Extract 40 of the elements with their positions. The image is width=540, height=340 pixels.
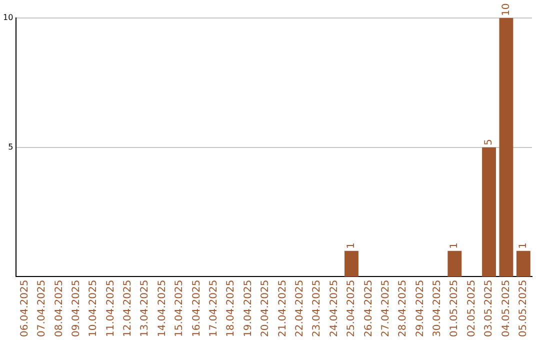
x-tick-label: 22.04.2025 — [294, 280, 306, 338]
x-tick-label: 07.04.2025 — [36, 280, 48, 338]
x-tick-label: 13.04.2025 — [140, 280, 151, 338]
x-tick-label: 06.04.2025 — [19, 280, 30, 338]
data-label: 5 — [484, 138, 495, 146]
data-label: 10 — [500, 3, 512, 16]
x-tick-label: 17.04.2025 — [208, 280, 220, 338]
data-label: 1 — [518, 242, 529, 249]
x-tick-label: 10.04.2025 — [88, 280, 100, 338]
x-tick-label: 15.04.2025 — [174, 280, 186, 338]
x-tick-label: 14.04.2025 — [156, 280, 168, 338]
x-tick-label: 09.04.2025 — [70, 280, 82, 338]
x-tick-label: 23.04.2025 — [312, 280, 323, 338]
x-tick-label: 24.04.2025 — [328, 280, 340, 338]
x-tick-label: 19.04.2025 — [242, 280, 254, 338]
bar — [499, 18, 514, 277]
data-label: 1 — [449, 242, 460, 249]
bar — [448, 250, 462, 277]
x-tick-label: 29.04.2025 — [414, 280, 426, 338]
bar — [344, 250, 358, 277]
x-tick-label: 25.04.2025 — [346, 280, 358, 338]
x-tick-label: 16.04.2025 — [191, 280, 202, 338]
x-tick-label: 26.04.2025 — [363, 280, 374, 338]
data-label: 1 — [346, 242, 358, 249]
x-tick-label: 30.04.2025 — [432, 280, 444, 338]
bar — [482, 147, 496, 277]
x-tick-label: 27.04.2025 — [380, 280, 392, 338]
x-tick-label: 28.04.2025 — [398, 280, 409, 338]
x-tick-label: 20.04.2025 — [260, 280, 272, 338]
x-tick-label: 03.05.2025 — [484, 280, 495, 338]
x-tick-label: 01.05.2025 — [449, 280, 460, 338]
x-tick-label: 08.04.2025 — [54, 280, 65, 338]
x-tick-label: 11.04.2025 — [105, 280, 116, 338]
x-tick-label: 18.04.2025 — [226, 280, 237, 338]
x-tick-label: 21.04.2025 — [277, 280, 288, 338]
bar — [516, 250, 530, 277]
x-tick-label: 05.05.2025 — [518, 280, 529, 338]
x-tick-label: 02.05.2025 — [466, 280, 478, 338]
x-tick-label: 12.04.2025 — [122, 280, 134, 338]
x-tick-label: 04.05.2025 — [500, 280, 512, 338]
